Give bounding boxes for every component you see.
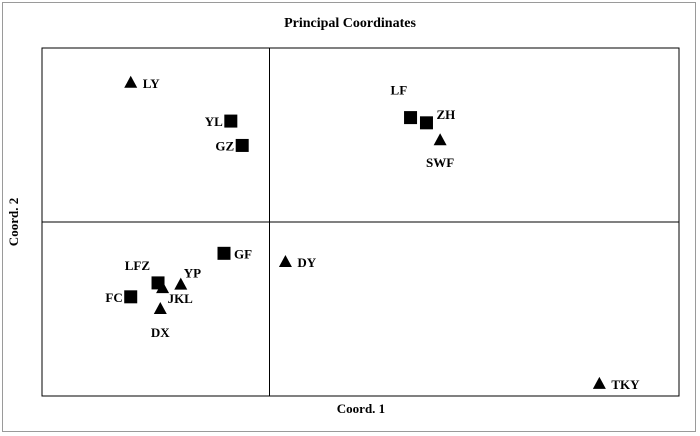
point-label-jkl: JKL: [168, 291, 194, 306]
point-triangle-dy: [278, 255, 292, 268]
point-label-dy: DY: [297, 255, 316, 270]
point-triangle-swf: [433, 133, 447, 146]
point-square-yl: [224, 114, 238, 128]
y-axis-label: Coord. 2: [6, 198, 21, 246]
point-label-gf: GF: [234, 246, 252, 261]
point-label-yp: YP: [184, 266, 201, 281]
chart-frame: [2, 2, 696, 432]
point-triangle-jkl: [156, 281, 170, 294]
point-triangle-yp: [174, 277, 188, 290]
point-label-dx: DX: [151, 325, 170, 340]
point-label-gz: GZ: [215, 138, 234, 153]
point-label-ly: LY: [143, 76, 160, 91]
point-label-fc: FC: [105, 290, 122, 305]
point-label-lfz: LFZ: [125, 258, 151, 273]
chart-title: Principal Coordinates: [284, 16, 416, 31]
point-label-lf: LF: [391, 83, 408, 98]
point-label-zh: ZH: [436, 107, 455, 122]
point-triangle-tky: [592, 376, 606, 389]
point-label-swf: SWF: [426, 155, 454, 170]
data-points: YL GZ LF ZH GF LFZ FC LY SWF DY YP JKL DX TKY: [105, 75, 640, 392]
point-label-tky: TKY: [611, 377, 640, 392]
point-triangle-dx: [153, 302, 167, 314]
point-square-gf: [217, 246, 231, 260]
point-label-yl: YL: [205, 114, 223, 129]
point-square-fc: [124, 290, 138, 304]
point-triangle-ly: [124, 75, 138, 88]
point-square-lf: [404, 111, 418, 125]
point-square-gz: [235, 138, 249, 152]
point-square-zh: [419, 116, 433, 130]
x-axis-label: Coord. 1: [337, 401, 385, 416]
